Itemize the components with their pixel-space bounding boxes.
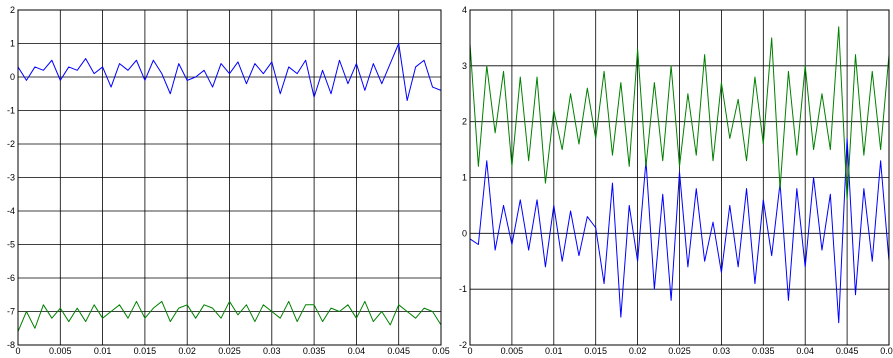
- left-chart-panel: 0 0.005 0.01 0.015 0.02 0.025 0.03 0.035 0.04 0.0…: [7, 5, 450, 356]
- y-tick-label: 0: [462, 228, 467, 238]
- series-line-0: [469, 137, 890, 324]
- x-tick-label: 0.035: [752, 346, 775, 356]
- x-tick-label: 0.035: [303, 346, 326, 356]
- y-tick-label: 1: [10, 39, 15, 49]
- axes-frame: [469, 9, 890, 346]
- y-tick-label: 2: [10, 5, 15, 15]
- x-tick-label: 0.04: [348, 346, 366, 356]
- x-tick-label: 0.045: [387, 346, 410, 356]
- y-tick-label: -2: [7, 139, 15, 149]
- y-tick-label: -2: [459, 340, 467, 350]
- series-line-1: [469, 26, 890, 201]
- x-tick-label: 0.01: [545, 346, 563, 356]
- x-tick-label: 0.02: [629, 346, 647, 356]
- x-tick-label: 0.04: [796, 346, 814, 356]
- axes-frame: [17, 9, 442, 346]
- y-tick-label: 1: [462, 173, 467, 183]
- y-tick-label: -1: [459, 284, 467, 294]
- right-chart-panel: 0 0.005 0.01 0.015 0.02 0.025 0.03 0.035 0.04 0.0…: [459, 5, 893, 356]
- x-tick-label: 0.03: [263, 346, 281, 356]
- x-tick-label: 0.015: [584, 346, 607, 356]
- y-tick-label: 3: [462, 61, 467, 71]
- x-tick-label: 0: [467, 346, 472, 356]
- x-tick-label: 0: [15, 346, 20, 356]
- x-tick-label: 0.045: [836, 346, 859, 356]
- series-line-0: [17, 43, 442, 101]
- series-line-1: [17, 300, 442, 332]
- x-tick-label: 0.005: [49, 346, 72, 356]
- y-tick-label: 4: [462, 5, 467, 15]
- x-tick-label: 0.02: [178, 346, 196, 356]
- y-tick-label: 2: [462, 117, 467, 127]
- y-tick-label: -3: [7, 173, 15, 183]
- x-tick-label: 0.005: [501, 346, 524, 356]
- y-tick-label: -5: [7, 240, 15, 250]
- x-tick-label: 0.03: [713, 346, 731, 356]
- y-tick-label: -1: [7, 106, 15, 116]
- x-tick-label: 0.05: [880, 346, 893, 356]
- x-tick-label: 0.025: [218, 346, 241, 356]
- x-tick-label: 0.015: [134, 346, 157, 356]
- y-tick-label: -4: [7, 206, 15, 216]
- x-tick-label: 0.01: [94, 346, 112, 356]
- x-tick-label: 0.025: [668, 346, 691, 356]
- y-tick-label: 0: [10, 72, 15, 82]
- x-tick-label: 0.05: [432, 346, 450, 356]
- y-tick-label: -7: [7, 307, 15, 317]
- y-tick-label: -6: [7, 273, 15, 283]
- y-tick-label: -8: [7, 340, 15, 350]
